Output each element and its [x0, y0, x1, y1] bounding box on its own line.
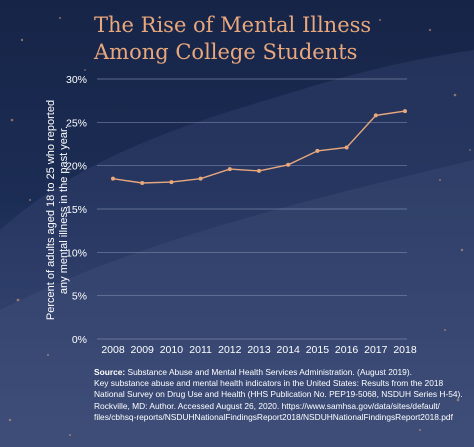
data-point: [344, 145, 349, 150]
x-tick-label: 2015: [306, 344, 330, 356]
data-point: [111, 176, 115, 181]
data-point: [227, 167, 232, 172]
source-line-3: National Survey on Drug Use and Health (…: [94, 389, 463, 400]
x-tick-label: 2008: [101, 344, 125, 356]
data-point: [403, 109, 407, 114]
y-axis-label-line-2: any mental illness in the past year.: [58, 126, 70, 294]
y-tick-label: 15%: [66, 204, 87, 216]
data-point: [140, 181, 145, 185]
data-point: [373, 113, 378, 118]
data-point: [315, 148, 320, 153]
data-points: [111, 109, 407, 185]
data-point: [169, 180, 174, 185]
y-axis-label-line-1: Percent of adults aged 18 to 25 who repo…: [45, 100, 57, 320]
x-tick-label: 2012: [218, 344, 242, 356]
chart-title: The Rise of Mental Illness Among College…: [94, 12, 464, 66]
y-tick-labels: 0% 5% 10% 15% 20% 25% 30%: [66, 74, 87, 346]
y-tick-label: 10%: [66, 247, 87, 259]
title-line-2: Among College Students: [94, 40, 358, 64]
x-tick-label: 2016: [335, 344, 359, 356]
title-line-1: The Rise of Mental Illness: [94, 13, 372, 37]
source-line-5: files/cbhsq-reports/NSDUHNationalFinding…: [94, 411, 453, 422]
source-line-1: Substance Abuse and Mental Health Servic…: [125, 367, 412, 377]
y-tick-label: 20%: [66, 161, 87, 173]
y-tick-label: 0%: [72, 334, 87, 346]
x-tick-label: 2013: [247, 344, 271, 356]
x-tick-label: 2009: [131, 344, 155, 356]
source-line-4: Rockville, MD: Author. Accessed August 2…: [94, 400, 440, 411]
x-tick-label: 2017: [364, 344, 388, 356]
y-tick-label: 5%: [72, 291, 87, 303]
x-tick-label: 2011: [189, 344, 212, 356]
source-label: Source:: [94, 367, 126, 377]
x-tick-label: 2010: [160, 344, 184, 356]
y-tick-label: 25%: [66, 117, 87, 129]
x-tick-label: 2014: [277, 344, 301, 356]
source-citation: Source: Substance Abuse and Mental Healt…: [94, 367, 464, 423]
data-point: [286, 162, 291, 167]
grid-lines: [97, 78, 407, 340]
y-tick-label: 30%: [66, 74, 87, 86]
x-tick-labels: 2008 2009 2010 2011 2012 2013 2014 2015 2016 2017…: [101, 344, 417, 356]
x-tick-label: 2018: [393, 344, 417, 356]
data-point: [198, 176, 203, 181]
data-point: [257, 168, 261, 173]
source-line-2: Key substance abuse and mental health in…: [94, 378, 444, 389]
